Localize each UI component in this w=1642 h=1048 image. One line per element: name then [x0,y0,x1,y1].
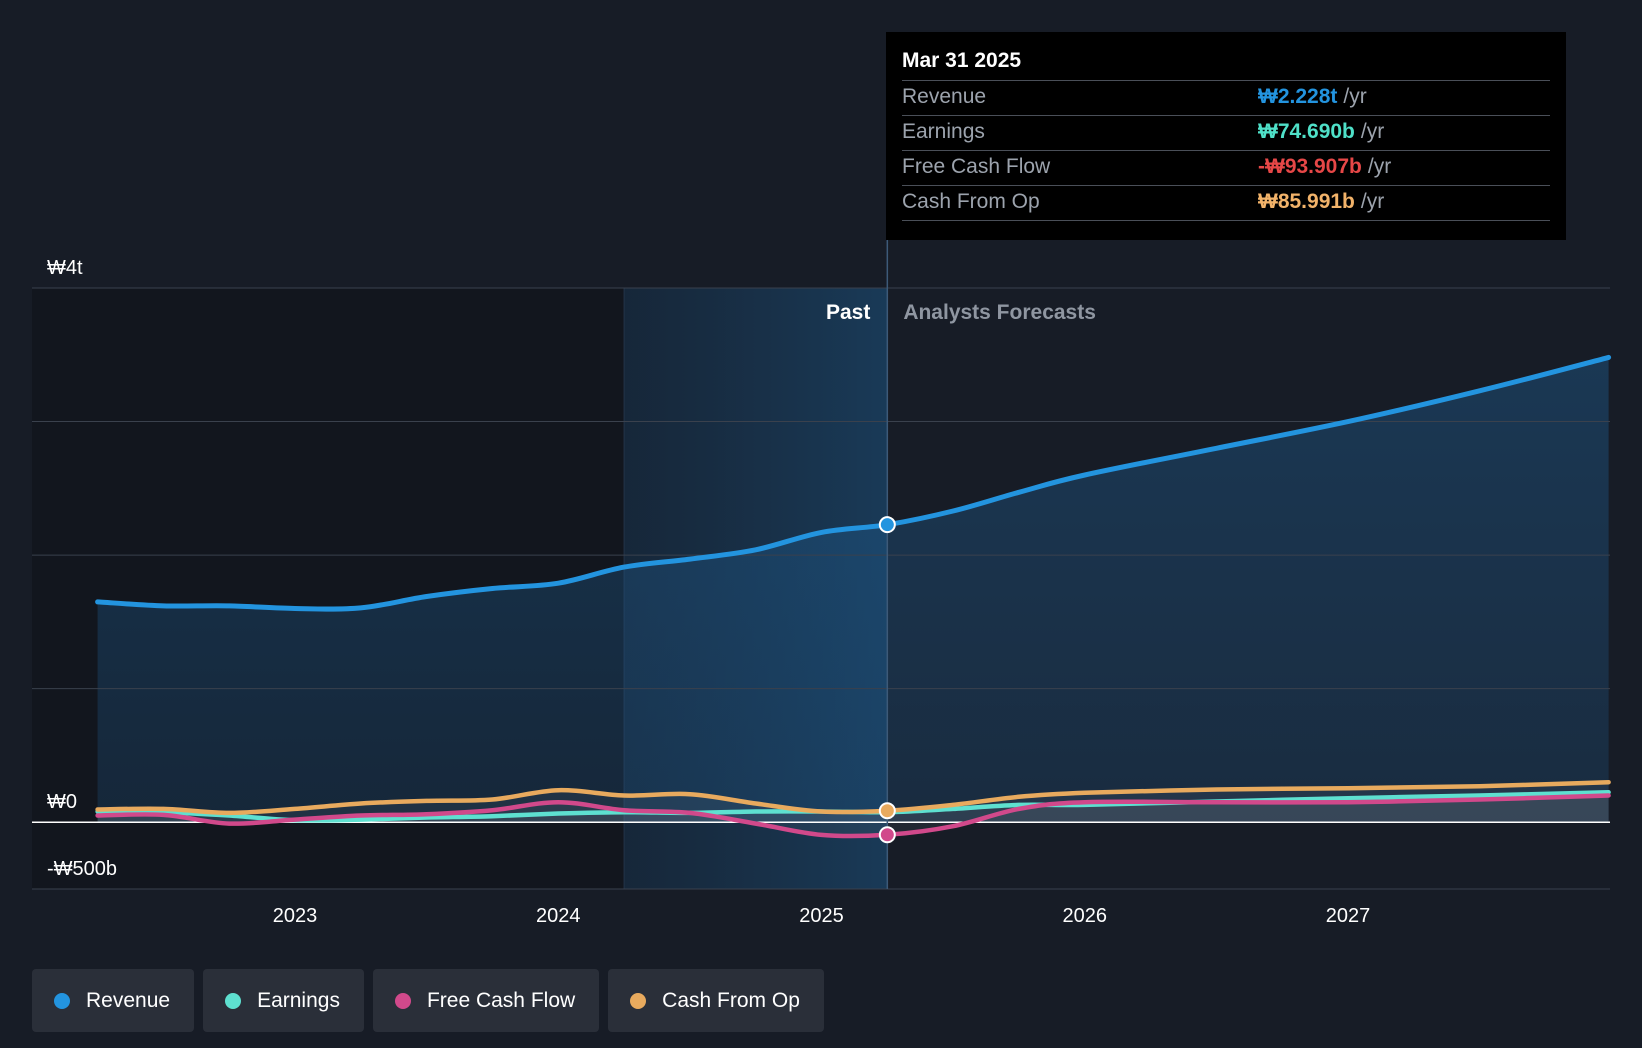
tooltip-unit: /yr [1367,155,1392,178]
x-tick-label: 2026 [1063,905,1108,927]
tooltip-value: ₩85.991b [1258,190,1355,213]
tooltip-row-earnings: Earnings ₩74.690b /yr [902,115,1550,150]
past-label: Past [826,301,870,324]
tooltip-value: ₩74.690b [1258,120,1355,143]
legend-item-earnings[interactable]: Earnings [203,969,364,1032]
x-tick-label: 2024 [536,905,581,927]
revenue-area [97,357,1609,823]
series-area [97,795,1609,837]
tooltip-value: ₩2.228t [1258,85,1338,108]
legend-dot-icon [225,992,242,1009]
marker-cash-from-op [878,802,896,820]
x-tick-label: 2023 [273,905,318,927]
y-tick-label: -₩500b [47,858,117,880]
tooltip-label: Revenue [902,85,987,108]
series-line-revenue [95,354,1612,612]
x-tick-label: 2027 [1326,905,1371,927]
legend-item-free-cash-flow[interactable]: Free Cash Flow [372,969,600,1032]
legend-label: Revenue [86,988,171,1012]
legend-dot-icon [394,992,411,1009]
marker-free-cash-flow [878,826,896,844]
tooltip-date: Mar 31 2025 [902,49,1022,72]
legend-label: Cash From Op [662,988,800,1012]
marker-revenue [878,516,896,534]
tooltip-value: -₩93.907b [1258,155,1362,178]
legend-dot-icon [630,992,647,1009]
x-tick-label: 2025 [799,905,844,927]
tooltip-row-revenue: Revenue ₩2.228t /yr [902,80,1550,115]
tooltip-unit: /yr [1360,120,1385,143]
legend-dot-icon [54,992,70,1009]
tooltip-unit: /yr [1360,190,1385,213]
y-tick-label: ₩4t [47,257,83,279]
tooltip-label: Cash From Op [902,190,1040,213]
tooltip-label: Free Cash Flow [902,155,1051,178]
tooltip-row-cash-from-op: Cash From Op ₩85.991b /yr [902,185,1550,221]
legend-item-cash-from-op[interactable]: Cash From Op [608,969,824,1032]
series-line-cash-from-op [95,779,1611,816]
series-area [97,792,1609,823]
legend-item-revenue[interactable]: Revenue [32,969,195,1032]
tooltip-unit: /yr [1343,85,1367,108]
legend-label: Free Cash Flow [426,988,576,1012]
tooltip-row-free-cash-flow: Free Cash Flow -₩93.907b /yr [902,150,1550,185]
series-line-free-cash-flow [95,793,1611,839]
forecast-label: Analysts Forecasts [903,301,1096,324]
y-tick-label: ₩0 [47,791,77,813]
legend-label: Earnings [257,988,340,1012]
earnings-revenue-chart: ₩4t ₩0 -₩500b 2023 2024 2025 2026 2027 Past Analy… [32,240,1612,927]
hover-tooltip: Mar 31 2025 Revenue ₩2.228t /yr Earnings… [886,32,1566,240]
chart-legend: Revenue Earnings Free Cash Flow Cash Fro… [32,969,824,1032]
tooltip-label: Earnings [902,120,985,143]
